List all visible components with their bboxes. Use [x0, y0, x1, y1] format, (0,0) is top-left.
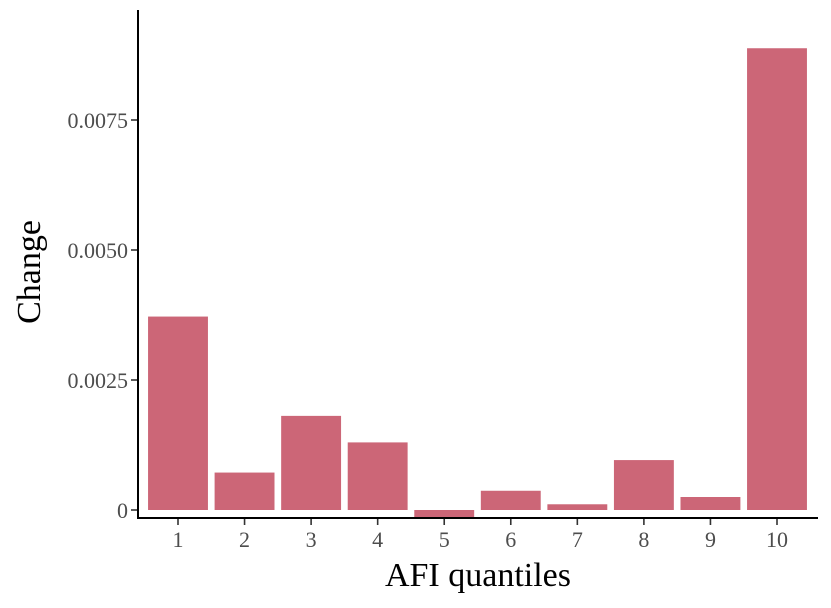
y-axis-ticks: 0 0.0025 0.0050 0.0075: [68, 108, 138, 523]
x-axis-title: AFI quantiles: [385, 557, 571, 594]
x-tick-label: 1: [173, 527, 184, 552]
x-tick-label: 5: [439, 527, 450, 552]
x-tick-label: 6: [505, 527, 516, 552]
y-tick-label: 0.0025: [68, 368, 129, 393]
x-tick-label: 3: [306, 527, 317, 552]
x-axis-ticks: 1 2 3 4 5 6 7 8 9 10: [173, 518, 788, 552]
y-tick-label: 0: [117, 498, 128, 523]
y-tick-label: 0.0050: [68, 238, 129, 263]
x-tick-label: 10: [766, 527, 788, 552]
bar-3: [281, 415, 342, 510]
bar-6: [480, 490, 541, 510]
bar-7: [547, 504, 608, 510]
bar-8: [613, 460, 674, 510]
x-tick-label: 9: [705, 527, 716, 552]
bars-group: [148, 48, 807, 518]
bar-9: [680, 497, 741, 510]
bar-4: [347, 442, 408, 510]
bar-2: [214, 472, 275, 510]
x-tick-label: 2: [239, 527, 250, 552]
y-axis-title: Change: [11, 220, 48, 324]
bar-1: [148, 316, 208, 510]
x-tick-label: 4: [372, 527, 383, 552]
x-tick-label: 7: [572, 527, 583, 552]
bar-10: [747, 48, 807, 511]
bar-5: [414, 510, 475, 518]
y-tick-label: 0.0075: [68, 108, 129, 133]
x-tick-label: 8: [638, 527, 649, 552]
